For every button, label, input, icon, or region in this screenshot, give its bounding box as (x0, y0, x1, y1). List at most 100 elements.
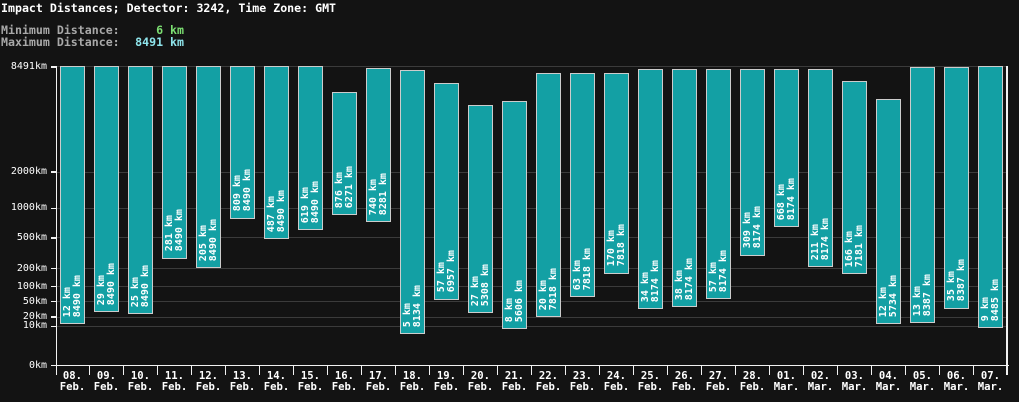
minimum-distance-value: 6 km (156, 23, 184, 37)
bar-range-label: 166 km 7181 km (843, 225, 865, 268)
x-axis-label: 02. Mar. (807, 369, 834, 393)
x-axis-label: 11. Feb. (161, 369, 188, 393)
x-axis-label: 01. Mar. (773, 369, 800, 393)
x-axis-label: 19. Feb. (433, 369, 460, 393)
y-gridline (55, 237, 1008, 239)
bar-13-feb: 809 km 8490 km (229, 65, 256, 219)
bar-range-label: 63 km 7818 km (571, 248, 593, 291)
y-axis-tick (50, 207, 56, 209)
bar-range-label: 619 km 8490 km (299, 180, 321, 223)
x-axis-tick (224, 365, 227, 375)
bar-16-feb: 876 km 6271 km (331, 91, 358, 215)
x-axis-tick (156, 365, 159, 375)
minimum-distance-row: Minimum Distance: 6 km (1, 24, 184, 36)
x-axis-label: 05. Mar. (909, 369, 936, 393)
maximum-distance-row: Maximum Distance: 8491 km (1, 36, 184, 48)
y-axis-label: 2000km (10, 166, 47, 178)
bar-20-feb: 27 km 5308 km (467, 105, 494, 313)
bar-17-feb: 740 km 8281 km (365, 68, 392, 223)
x-axis-label: 24. Feb. (603, 369, 630, 393)
y-axis-label: 20km (22, 311, 47, 323)
y-axis-label: 50km (22, 295, 47, 307)
bar-range-label: 57 km 6957 km (435, 250, 457, 293)
bar-03-mar: 166 km 7181 km (841, 80, 868, 275)
x-axis-tick (598, 365, 601, 375)
bar-range-label: 211 km 8174 km (809, 218, 831, 261)
y-axis-tick (50, 365, 56, 367)
bar-27-feb: 57 km 8174 km (705, 69, 732, 300)
bar-range-label: 668 km 8174 km (775, 177, 797, 220)
x-axis-tick (292, 365, 295, 375)
x-axis-tick (190, 365, 193, 375)
y-axis-tick (50, 325, 56, 327)
y-axis-tick (50, 316, 56, 318)
y-gridline (55, 325, 1008, 327)
x-axis-tick (530, 365, 533, 375)
x-axis-label: 21. Feb. (501, 369, 528, 393)
bar-24-feb: 170 km 7818 km (603, 73, 630, 274)
y-axis-label: 200km (16, 262, 47, 274)
y-gridline (55, 316, 1008, 318)
x-axis-tick (972, 365, 975, 375)
x-axis-tick (122, 365, 125, 375)
bar-range-label: 13 km 8387 km (911, 274, 933, 317)
x-axis-tick (360, 365, 363, 375)
y-axis-tick (50, 66, 56, 68)
bar-range-label: 809 km 8490 km (231, 169, 253, 212)
x-axis-label: 04. Mar. (875, 369, 902, 393)
bar-range-label: 170 km 7818 km (605, 224, 627, 267)
x-axis-tick (326, 365, 329, 375)
y-axis-label: 0km (28, 359, 47, 371)
bar-02-mar: 211 km 8174 km (807, 69, 834, 268)
x-axis-label: 18. Feb. (399, 369, 426, 393)
bar-23-feb: 63 km 7818 km (569, 73, 596, 298)
y-gridline (55, 268, 1008, 270)
y-gridline (55, 301, 1008, 303)
y-axis-tick (50, 286, 56, 288)
bar-range-label: 281 km 8490 km (163, 209, 185, 252)
x-axis-label: 03. Mar. (841, 369, 868, 393)
bar-range-label: 205 km 8490 km (197, 219, 219, 262)
bar-26-feb: 38 km 8174 km (671, 69, 698, 308)
x-axis-tick (904, 365, 907, 375)
x-axis-tick (802, 365, 805, 375)
bar-range-label: 12 km 8490 km (61, 275, 83, 318)
x-axis-label: 26. Feb. (671, 369, 698, 393)
x-axis-label: 20. Feb. (467, 369, 494, 393)
bar-08-feb: 12 km 8490 km (59, 65, 86, 325)
x-axis-baseline (55, 365, 1009, 367)
y-gridline (55, 66, 1008, 68)
bar-range-label: 5 km 8134 km (401, 284, 423, 327)
x-axis-label: 09. Feb. (93, 369, 120, 393)
x-axis-tick (632, 365, 635, 375)
x-axis-tick (428, 365, 431, 375)
bar-05-mar: 13 km 8387 km (909, 67, 936, 324)
bar-range-label: 57 km 8174 km (707, 250, 729, 293)
y-axis-label: 1000km (10, 202, 47, 214)
y-gridline (55, 171, 1008, 173)
bar-11-feb: 281 km 8490 km (161, 65, 188, 259)
bar-range-label: 29 km 8490 km (95, 262, 117, 305)
bar-10-feb: 25 km 8490 km (127, 65, 154, 315)
bar-25-feb: 34 km 8174 km (637, 69, 664, 310)
x-axis-label: 13. Feb. (229, 369, 256, 393)
x-axis-tick (870, 365, 873, 375)
x-axis-label: 07. Mar. (977, 369, 1004, 393)
bar-15-feb: 619 km 8490 km (297, 65, 324, 230)
bar-21-feb: 8 km 5606 km (501, 100, 528, 330)
bar-09-feb: 29 km 8490 km (93, 65, 120, 312)
bar-04-mar: 12 km 5734 km (875, 99, 902, 325)
x-axis-label: 28. Feb. (739, 369, 766, 393)
bar-12-feb: 205 km 8490 km (195, 65, 222, 269)
bar-28-feb: 309 km 8174 km (739, 69, 766, 256)
bar-range-label: 27 km 5308 km (469, 263, 491, 306)
chart-title: Impact Distances; Detector: 3242, Time Z… (1, 1, 337, 15)
x-axis-label: 16. Feb. (331, 369, 358, 393)
bar-01-mar: 668 km 8174 km (773, 69, 800, 227)
bar-range-label: 34 km 8174 km (639, 259, 661, 303)
x-axis-label: 25. Feb. (637, 369, 664, 393)
plot-right-border (1006, 65, 1008, 375)
x-axis-label: 12. Feb. (195, 369, 222, 393)
x-axis-label: 14. Feb. (263, 369, 290, 393)
y-axis-tick (50, 237, 56, 239)
